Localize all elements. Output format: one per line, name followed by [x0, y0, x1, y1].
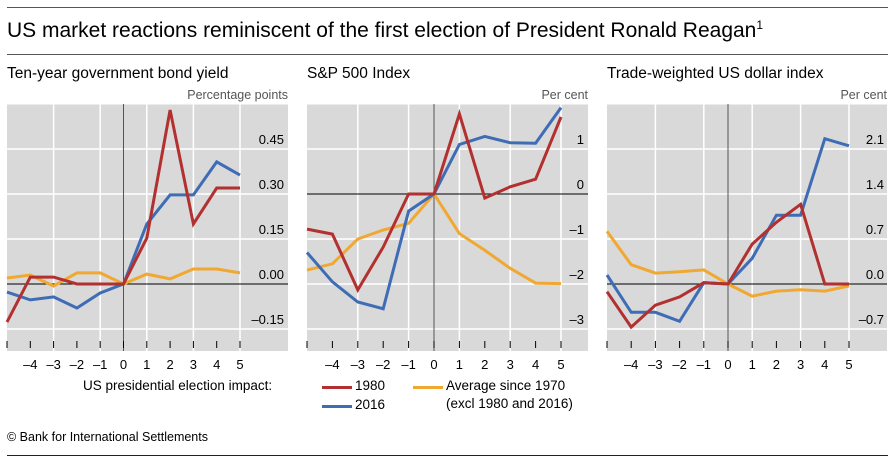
y-tick-label-dollar-index: 0.7	[866, 222, 884, 237]
x-tick-label-bond-yield: –3	[46, 357, 60, 372]
y-tick-label-bond-yield: 0.30	[259, 177, 284, 192]
x-tick-label-bond-yield: –2	[70, 357, 84, 372]
x-tick-label-sp500: 2	[481, 357, 488, 372]
x-tick-label-bond-yield: 0	[120, 357, 127, 372]
legend-label-average: Average since 1970	[446, 378, 566, 393]
legend-heading: US presidential election impact:	[83, 378, 273, 393]
x-tick-label-bond-yield: 3	[190, 357, 197, 372]
legend-label-2016: 2016	[355, 397, 386, 412]
x-tick-label-bond-yield: 1	[143, 357, 150, 372]
y-tick-label-dollar-index: 2.1	[866, 132, 884, 147]
x-tick-label-dollar-index: –3	[648, 357, 662, 372]
title-rule	[7, 54, 888, 55]
x-tick-label-sp500: 4	[532, 357, 539, 372]
top-rule	[7, 7, 888, 8]
y-tick-label-bond-yield: 0.15	[259, 222, 284, 237]
y-tick-label-dollar-index: –0.7	[859, 312, 884, 327]
y-tick-label-sp500: 1	[577, 132, 584, 147]
y-tick-label-bond-yield: 0.00	[259, 267, 284, 282]
unit-label-dollar-index: Per cent	[840, 88, 887, 102]
y-tick-label-sp500: –3	[570, 312, 584, 327]
y-tick-label-bond-yield: 0.45	[259, 132, 284, 147]
plot-background-sp500	[307, 104, 588, 351]
legend-swatch-2016	[322, 405, 352, 408]
x-tick-label-sp500: –4	[325, 357, 339, 372]
x-tick-label-bond-yield: 5	[236, 357, 243, 372]
unit-label-sp500: Per cent	[541, 88, 588, 102]
x-tick-label-sp500: 5	[557, 357, 564, 372]
panel-title-bond-yield: Ten-year government bond yield	[7, 65, 229, 82]
y-tick-label-sp500: –2	[570, 267, 584, 282]
y-tick-label-sp500: –1	[570, 222, 584, 237]
figure-title-text: US market reactions reminiscent of the f…	[7, 19, 757, 42]
y-tick-label-dollar-index: 0.0	[866, 267, 884, 282]
legend-swatch-1980	[322, 386, 352, 389]
x-tick-label-sp500: –1	[401, 357, 415, 372]
x-tick-label-sp500: –3	[351, 357, 365, 372]
x-tick-label-dollar-index: 2	[773, 357, 780, 372]
y-tick-label-dollar-index: 1.4	[866, 177, 884, 192]
x-tick-label-sp500: –2	[376, 357, 390, 372]
x-tick-label-dollar-index: –4	[624, 357, 638, 372]
panel-title-sp500: S&P 500 Index	[307, 65, 411, 82]
footnote-marker: 1	[756, 18, 764, 32]
x-tick-label-dollar-index: –1	[697, 357, 711, 372]
series-line-1980-bond-yield	[5, 109, 240, 323]
x-tick-label-dollar-index: –2	[672, 357, 686, 372]
x-tick-label-dollar-index: 0	[724, 357, 731, 372]
x-tick-label-sp500: 3	[507, 357, 514, 372]
x-tick-label-sp500: 0	[430, 357, 437, 372]
plot-background-dollar-index	[607, 104, 887, 351]
legend-label-1980: 1980	[355, 378, 386, 393]
series-line-1980-dollar-index	[605, 201, 849, 330]
x-tick-label-bond-yield: 4	[213, 357, 220, 372]
unit-label-bond-yield: Percentage points	[187, 88, 288, 102]
x-tick-label-bond-yield: –4	[23, 357, 37, 372]
x-tick-label-dollar-index: 1	[749, 357, 756, 372]
x-tick-label-sp500: 1	[456, 357, 463, 372]
bottom-rule	[7, 455, 888, 456]
figure-title: US market reactions reminiscent of the f…	[7, 18, 764, 43]
x-tick-label-bond-yield: –1	[93, 357, 107, 372]
legend-swatch-average	[413, 386, 443, 389]
series-line-1980-sp500	[306, 108, 563, 294]
legend-label-average-note: (excl 1980 and 2016)	[446, 396, 573, 411]
copyright-footer: © Bank for International Settlements	[7, 430, 208, 444]
x-tick-label-dollar-index: 4	[821, 357, 828, 372]
x-tick-label-dollar-index: 3	[797, 357, 804, 372]
panel-title-dollar-index: Trade-weighted US dollar index	[607, 65, 824, 82]
y-tick-label-sp500: 0	[577, 177, 584, 192]
y-tick-label-bond-yield: –0.15	[251, 312, 284, 327]
x-tick-label-dollar-index: 5	[845, 357, 852, 372]
x-tick-label-bond-yield: 2	[166, 357, 173, 372]
